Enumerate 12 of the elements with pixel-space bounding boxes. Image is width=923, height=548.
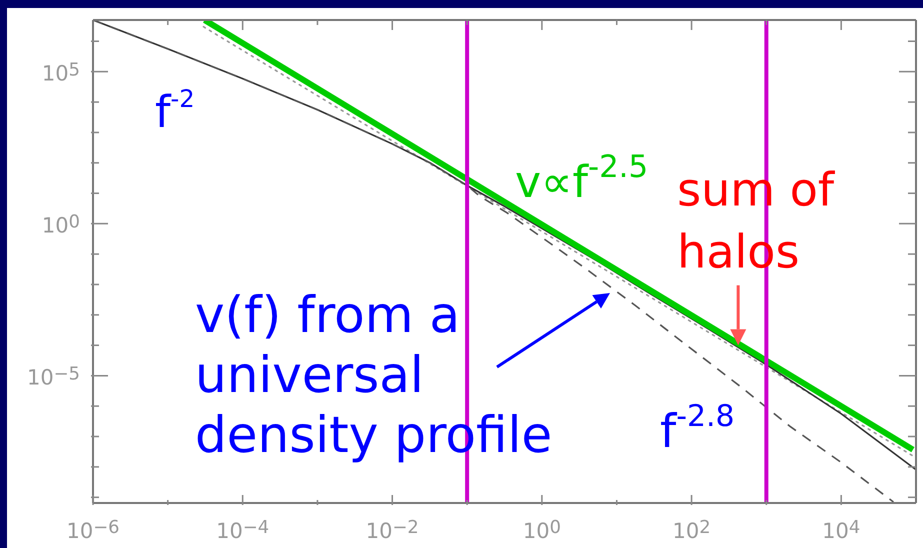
x-tick-label: 10$^{2}$ bbox=[672, 516, 711, 543]
annotation: v∝f$^{-2.5}$ bbox=[515, 149, 648, 208]
x-tick-label: 10$^{−4}$ bbox=[216, 516, 270, 543]
x-tick-label: 10$^{−6}$ bbox=[66, 516, 120, 543]
x-tick-label: 10$^{4}$ bbox=[822, 516, 860, 543]
y-tick-label: 10$^{0}$ bbox=[42, 211, 80, 238]
x-tick-label: 10$^{−2}$ bbox=[366, 516, 419, 543]
y-tick-label: 10$^{−5}$ bbox=[26, 363, 80, 390]
y-tick-label: 10$^{5}$ bbox=[42, 59, 80, 86]
annotation: f$^{-2}$ bbox=[155, 85, 195, 138]
annotation: f$^{-2.8}$ bbox=[660, 399, 735, 458]
x-tick-label: 10$^{0}$ bbox=[522, 516, 561, 543]
